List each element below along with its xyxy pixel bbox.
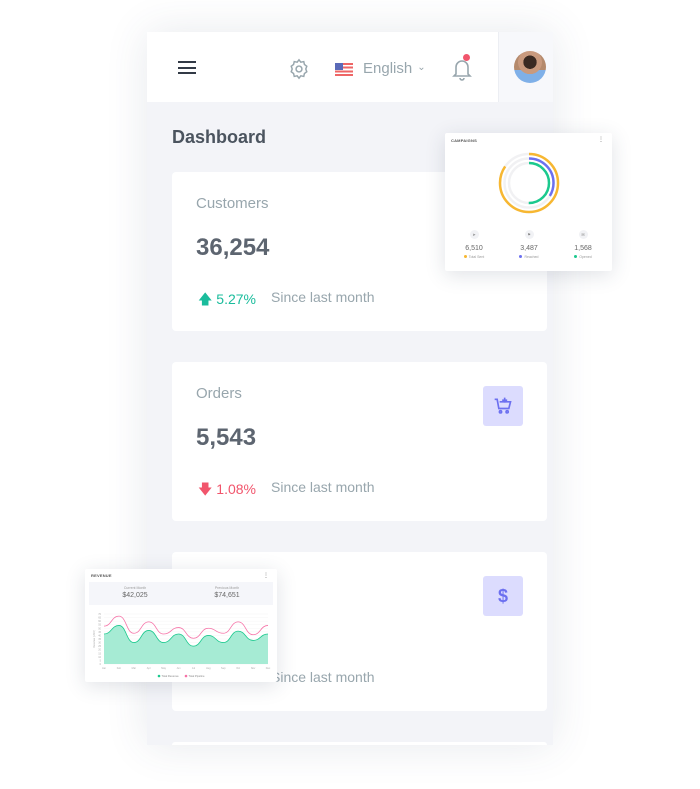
card-change: 🡅 5.27%: [198, 289, 256, 313]
stat-label: Opened: [558, 255, 608, 259]
opened-ring: [507, 161, 551, 205]
previous-month: Previous Month $74,651: [181, 586, 273, 599]
legend-marker: [157, 674, 161, 678]
y-tick-label: 55: [98, 624, 101, 627]
arrow-up-icon: 🡅: [198, 291, 213, 307]
stat-total-sent: ➤ 6,510 Total Sent: [449, 230, 499, 259]
x-tick-label: Oct: [236, 667, 240, 670]
total-revenue-line: [103, 625, 269, 647]
current-month-value: $42,025: [122, 592, 148, 599]
since-label: Since last month: [271, 479, 375, 495]
y-tick-label: 65: [98, 617, 101, 620]
y-tick-label: 40: [98, 634, 101, 637]
x-tick-label: Nov: [251, 667, 256, 670]
x-tick-label: Dec: [266, 667, 271, 670]
y-tick-label: 0: [100, 663, 102, 666]
total-sent-ring: [498, 152, 560, 214]
stat-label: Reached: [504, 255, 554, 259]
notification-badge: [463, 54, 470, 61]
y-tick-label: 35: [98, 638, 101, 641]
arrow-down-icon: 🡇: [198, 481, 213, 497]
previous-month-value: $74,651: [214, 592, 240, 599]
card-label: Orders: [196, 385, 242, 402]
flag-icon: ⚑: [524, 230, 534, 239]
x-tick-label: Mar: [132, 667, 136, 670]
mail-open-icon: ✉: [578, 230, 588, 239]
x-tick-label: Sep: [221, 667, 226, 670]
language-selector[interactable]: English ⌄: [363, 60, 426, 77]
y-tick-label: 45: [98, 631, 101, 634]
previous-month-label: Previous Month: [214, 586, 240, 590]
menu-icon[interactable]: [178, 61, 196, 74]
y-tick-label: 70: [98, 613, 101, 616]
page-title: Dashboard: [172, 127, 267, 147]
stat-reached: ⚑ 3,487 Reached: [504, 230, 554, 259]
current-month-label: Current Month: [123, 586, 147, 590]
next-card: [172, 742, 547, 745]
card-label: Customers: [196, 195, 269, 212]
y-tick-label: 5: [100, 659, 102, 662]
legend-label: Total Pipeline: [189, 674, 205, 678]
change-value: 5.27%: [216, 291, 256, 307]
chevron-down-icon: ⌄: [417, 62, 426, 73]
radial-chart: [498, 152, 560, 214]
y-tick-label: 30: [98, 642, 101, 645]
y-tick-label: 60: [98, 620, 101, 623]
stat-label-text: Opened: [579, 255, 592, 259]
since-label: Since last month: [271, 289, 375, 305]
top-bar: English ⌄: [147, 32, 553, 102]
avatar[interactable]: [514, 51, 546, 83]
gear-icon[interactable]: [288, 58, 310, 80]
x-tick-label: Aug: [206, 667, 211, 670]
orders-card: Orders 5,543 🡇 1.08% Since last month: [172, 362, 547, 521]
y-tick-label: 50: [98, 627, 101, 630]
stat-value: 3,487: [520, 245, 538, 252]
stat-value: 6,510: [465, 245, 483, 252]
more-icon[interactable]: ⋮: [598, 137, 604, 143]
x-tick-label: Jan: [102, 667, 107, 670]
stat-label: Total Sent: [449, 255, 499, 259]
change-value: 1.08%: [216, 481, 256, 497]
revenue-summary: Current Month $42,025 Previous Month $74,6…: [89, 582, 273, 605]
y-tick-label: 15: [98, 652, 101, 655]
legend-marker: [184, 674, 188, 678]
card-value: 5,543: [196, 424, 257, 451]
card-value: 36,254: [196, 234, 270, 261]
widget-title: REVENUE: [91, 573, 112, 578]
x-tick-label: Jul: [192, 667, 196, 670]
y-tick-label: 10: [98, 656, 101, 659]
total-pipeline-line: [103, 615, 269, 639]
stat-opened: ✉ 1,568 Opened: [558, 230, 608, 259]
cart-plus-icon: [483, 386, 523, 426]
legend-label: Total Revenue: [162, 674, 180, 678]
current-month: Current Month $42,025: [89, 586, 181, 599]
bell-icon[interactable]: [451, 57, 473, 81]
total-revenue-area: [104, 625, 268, 664]
stat-value: 1,568: [574, 245, 592, 252]
y-axis-label: Revenue (USD): [93, 630, 96, 648]
dollar-icon: $: [483, 576, 523, 616]
y-tick-label: 20: [98, 649, 101, 652]
x-tick-label: Feb: [117, 667, 122, 670]
x-tick-label: May: [161, 667, 166, 670]
stat-label-text: Total Sent: [468, 255, 485, 259]
language-label: English: [363, 60, 413, 77]
card-change: 🡇 1.08%: [198, 479, 256, 503]
stat-label-text: Reached: [524, 255, 539, 259]
x-tick-label: Apr: [147, 667, 151, 670]
revenue-widget: REVENUE ⋮ Current Month $42,025 Previous …: [85, 569, 277, 682]
more-icon[interactable]: ⋮: [263, 573, 269, 579]
us-flag-icon: [335, 63, 353, 76]
y-tick-label: 25: [98, 645, 101, 648]
send-icon: ➤: [469, 230, 479, 239]
since-label: Since last month: [271, 669, 375, 685]
campaigns-widget: CAMPAIGNS ⋮ ➤ 6,510 Total Sent ⚑ 3,487 Reach…: [445, 133, 612, 271]
reached-ring: [503, 157, 555, 209]
widget-title: CAMPAIGNS: [451, 138, 477, 143]
x-tick-label: Jun: [177, 667, 182, 670]
